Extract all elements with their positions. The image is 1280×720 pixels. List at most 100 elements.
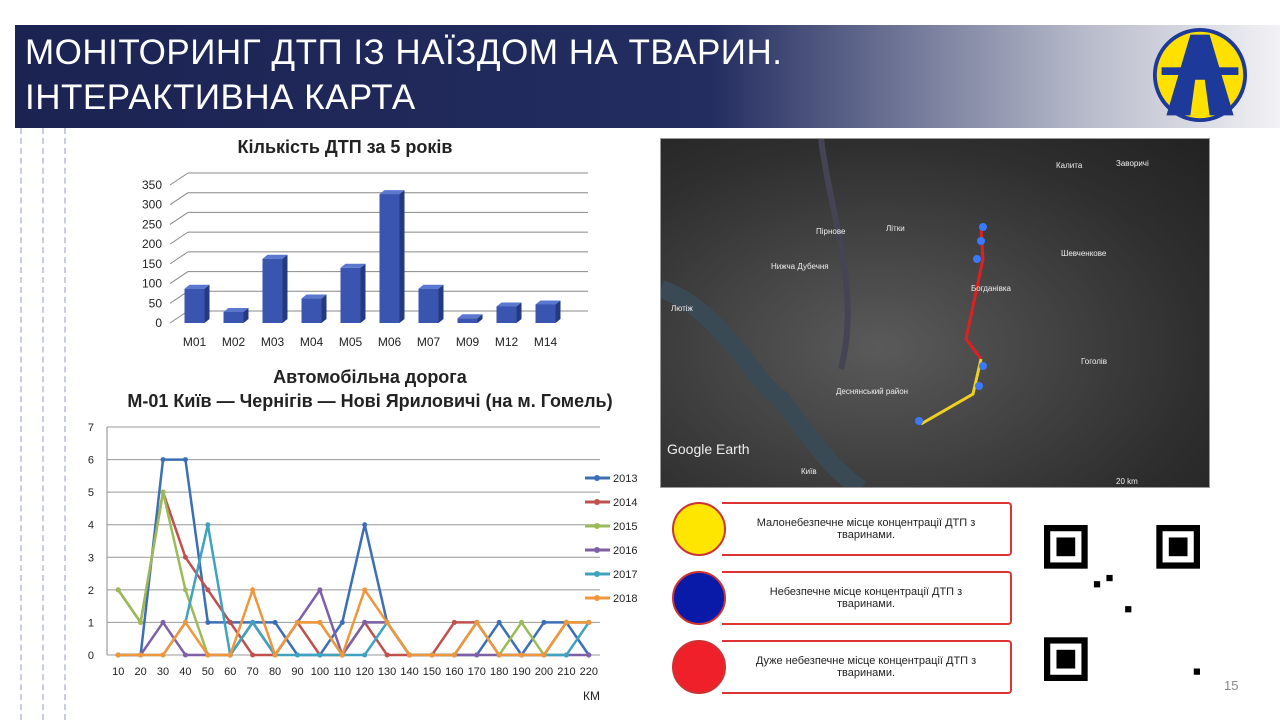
x-tick-label: 120 xyxy=(356,666,374,678)
point-2018 xyxy=(339,652,345,658)
x-tick-label: M02 xyxy=(222,335,246,349)
y-tick-label: 350 xyxy=(142,178,162,192)
blue-circle-icon xyxy=(672,571,726,625)
point-2017 xyxy=(317,652,323,658)
grid-diag xyxy=(169,231,189,245)
point-2015 xyxy=(115,587,121,593)
point-2013 xyxy=(541,619,547,625)
y-tick-label: 0 xyxy=(155,316,162,330)
x-tick-label: 110 xyxy=(334,666,352,678)
legend-marker xyxy=(594,595,600,601)
point-2017 xyxy=(294,652,300,658)
bar-top xyxy=(340,263,366,268)
y-tick-label: 6 xyxy=(88,455,94,467)
legend-label: 2018 xyxy=(613,593,637,605)
map-place-label: Пірнове xyxy=(816,227,846,236)
bar-M04 xyxy=(301,298,322,323)
header-band xyxy=(15,25,1280,128)
point-2016 xyxy=(160,619,166,625)
point-2018 xyxy=(182,619,188,625)
bar-M06 xyxy=(379,194,400,323)
map-place-label: Заворичі xyxy=(1116,159,1149,168)
point-2018 xyxy=(563,619,569,625)
bar-side xyxy=(360,263,366,323)
point-2018 xyxy=(407,652,413,658)
x-tick-label: 130 xyxy=(378,666,396,678)
point-2018 xyxy=(205,652,211,658)
x-tick-label: 150 xyxy=(423,666,441,678)
qr-code[interactable] xyxy=(1043,525,1201,681)
point-2018 xyxy=(541,652,547,658)
map-view[interactable]: Калита Заворичі Пірнове Літки Шевченкове Нижч… xyxy=(660,138,1210,488)
grid-diag xyxy=(169,271,189,284)
x-tick-label: 190 xyxy=(512,666,530,678)
point-2018 xyxy=(227,652,233,658)
y-tick-label: 200 xyxy=(142,237,162,251)
decor-stripe xyxy=(64,128,66,720)
y-tick-label: 100 xyxy=(142,277,162,291)
point-2015 xyxy=(182,587,188,593)
bar-side xyxy=(399,190,405,323)
map-place-label: Богданівка xyxy=(971,284,1011,293)
bar-M05 xyxy=(340,267,361,323)
page-title: МОНІТОРИНГ ДТП ІЗ НАЇЗДОМ НА ТВАРИН. ІНТЕ… xyxy=(25,30,782,120)
x-tick-label: M04 xyxy=(300,335,324,349)
point-2017 xyxy=(205,522,211,528)
map-place-label: Калита xyxy=(1056,161,1083,170)
point-2015 xyxy=(160,489,166,495)
legend-high-danger: Дуже небезпечне місце концентрації ДТП з… xyxy=(672,640,1012,694)
x-tick-label: 20 xyxy=(134,666,146,678)
legend-marker xyxy=(594,499,600,505)
bar-side xyxy=(516,302,522,323)
bar-top xyxy=(379,190,405,195)
legend-text: Небезпечне місце концентрації ДТП з твар… xyxy=(722,571,1012,625)
bar-chart: 0 50 100 150 200 250 300 350 M01 M02 M03 M04 M05 M06 M… xyxy=(142,172,588,349)
legend-text: Малонебезпечне місце концентрації ДТП з … xyxy=(722,502,1012,556)
bar-M07 xyxy=(418,288,439,323)
x-tick-label: M03 xyxy=(261,335,285,349)
point-2014 xyxy=(384,652,390,658)
bar-M02 xyxy=(223,311,244,323)
legend-marker xyxy=(594,475,600,481)
map-place-label: Літки xyxy=(886,224,905,233)
x-tick-label: M06 xyxy=(378,335,402,349)
point-2015 xyxy=(519,619,525,625)
bar-top xyxy=(223,307,249,312)
point-2016 xyxy=(586,652,592,658)
x-tick-label: 160 xyxy=(445,666,463,678)
point-2018 xyxy=(586,619,592,625)
point-2013 xyxy=(496,619,502,625)
y-tick-label: 4 xyxy=(88,520,94,532)
point-2016 xyxy=(362,619,368,625)
x-tick-label: 10 xyxy=(112,666,124,678)
x-tick-label: 50 xyxy=(202,666,214,678)
y-tick-label: 5 xyxy=(88,487,94,499)
legend-low-danger: Малонебезпечне місце концентрації ДТП з … xyxy=(672,502,1012,556)
decor-stripe xyxy=(20,128,22,720)
point-2018 xyxy=(496,652,502,658)
bar-top xyxy=(418,284,444,289)
point-2018 xyxy=(250,587,256,593)
point-2013 xyxy=(362,522,368,528)
x-tick-label: 40 xyxy=(179,666,191,678)
bar-top xyxy=(535,300,561,305)
y-tick-label: 1 xyxy=(88,617,94,629)
grid-diag xyxy=(169,251,189,265)
title-line-1: МОНІТОРИНГ ДТП ІЗ НАЇЗДОМ НА ТВАРИН. xyxy=(25,33,783,72)
line-chart-title-1: Автомобільна дорога xyxy=(273,367,467,387)
bar-side xyxy=(243,307,249,323)
point-2016 xyxy=(474,652,480,658)
x-tick-label: 60 xyxy=(224,666,236,678)
map-place-label: Лютіж xyxy=(671,304,693,313)
legend-label: 2013 xyxy=(613,473,637,485)
bar-side xyxy=(282,254,288,323)
legend-label: 2017 xyxy=(613,569,637,581)
map-place-label: Нижча Дубечня xyxy=(771,262,829,271)
bar-side xyxy=(555,300,561,323)
bar-M03 xyxy=(262,258,283,323)
y-tick-label: 0 xyxy=(88,650,94,662)
road-logo xyxy=(1152,27,1248,123)
series-2018 xyxy=(118,586,589,658)
point-2013 xyxy=(160,457,166,463)
legend-label: 2015 xyxy=(613,521,637,533)
